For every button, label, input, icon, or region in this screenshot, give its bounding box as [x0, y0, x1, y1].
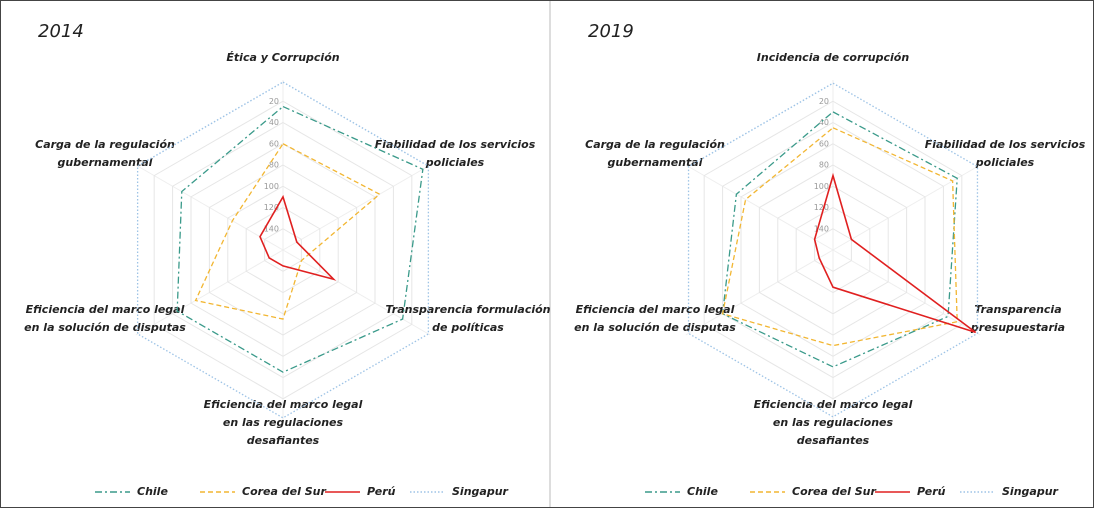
axis-label: Eficiencia del marco legal: [26, 303, 185, 316]
grid-ring: [264, 228, 302, 272]
axis-label: en la solución de disputas: [24, 321, 186, 334]
axis-label: policiales: [425, 156, 485, 169]
axis-label: Fiabilidad de los servicios: [375, 138, 536, 151]
series-line: [813, 172, 977, 334]
legend-label: Corea del Sur: [242, 485, 326, 498]
panel-title: 2019: [588, 21, 634, 42]
r-tick-label: 20: [819, 97, 829, 106]
grid-ring: [703, 100, 963, 400]
legend-label: Chile: [137, 485, 168, 498]
axis-label: Fiabilidad de los servicios: [925, 138, 1086, 151]
legend-label: Perú: [367, 485, 396, 498]
series-line: [176, 105, 424, 373]
legend-label: Corea del Sur: [792, 485, 876, 498]
grid-ring: [758, 164, 908, 336]
r-tick-label: 40: [819, 118, 829, 127]
axis-label: Carga de la regulación: [35, 138, 175, 151]
legend-label: Perú: [917, 485, 946, 498]
axis-label: policiales: [975, 156, 1035, 169]
r-tick-label: 140: [814, 224, 829, 233]
r-tick-label: 140: [264, 224, 279, 233]
r-tick-label: 60: [269, 139, 279, 148]
r-tick-label: 100: [814, 182, 829, 191]
series-line: [194, 142, 381, 320]
axis-label: Eficiencia del marco legal: [754, 398, 913, 411]
axis-label: presupuestaria: [970, 321, 1065, 334]
grid-ring: [172, 121, 394, 379]
axis-label: en las regulaciones: [223, 416, 344, 429]
axis-label: Ética y Corrupción: [226, 51, 339, 64]
axis-label: Carga de la regulación: [585, 138, 725, 151]
grid-ring: [153, 100, 413, 400]
axis-label: gubernamental: [608, 156, 703, 169]
r-tick-label: 60: [819, 139, 829, 148]
r-tick-label: 120: [814, 203, 829, 212]
r-tick-label: 120: [264, 203, 279, 212]
grid-ring: [245, 206, 321, 294]
series-line: [721, 111, 958, 368]
axis-label: desafiantes: [247, 434, 320, 447]
axis-label: Transparencia: [974, 303, 1061, 316]
legend-label: Singapur: [452, 485, 509, 498]
legend-label: Singapur: [1002, 485, 1059, 498]
r-tick-label: 100: [264, 182, 279, 191]
r-tick-label: 80: [269, 161, 279, 170]
axis-label: de políticas: [432, 321, 504, 334]
panel-title: 2014: [38, 21, 84, 42]
legend-label: Chile: [687, 485, 718, 498]
grid-ring: [227, 185, 339, 315]
series-line: [687, 82, 979, 418]
axis-label: gubernamental: [58, 156, 153, 169]
axis-label: en la solución de disputas: [574, 321, 736, 334]
r-tick-label: 20: [269, 97, 279, 106]
axis-label: Eficiencia del marco legal: [204, 398, 363, 411]
axis-label: Transparencia formulación: [385, 303, 550, 316]
grid-ring: [208, 164, 358, 336]
r-tick-label: 40: [269, 118, 279, 127]
grid-ring: [795, 206, 871, 294]
grid-ring: [740, 143, 926, 357]
series-line: [259, 194, 337, 281]
axis-label: en las regulaciones: [773, 416, 894, 429]
series-line: [721, 127, 958, 347]
grid-ring: [722, 121, 944, 379]
axis-label: desafiantes: [797, 434, 870, 447]
axis-label: Incidencia de corrupción: [757, 51, 910, 64]
axis-label: Eficiencia del marco legal: [576, 303, 735, 316]
grid-ring: [190, 143, 376, 357]
grid-ring: [777, 185, 889, 315]
r-tick-label: 80: [819, 161, 829, 170]
